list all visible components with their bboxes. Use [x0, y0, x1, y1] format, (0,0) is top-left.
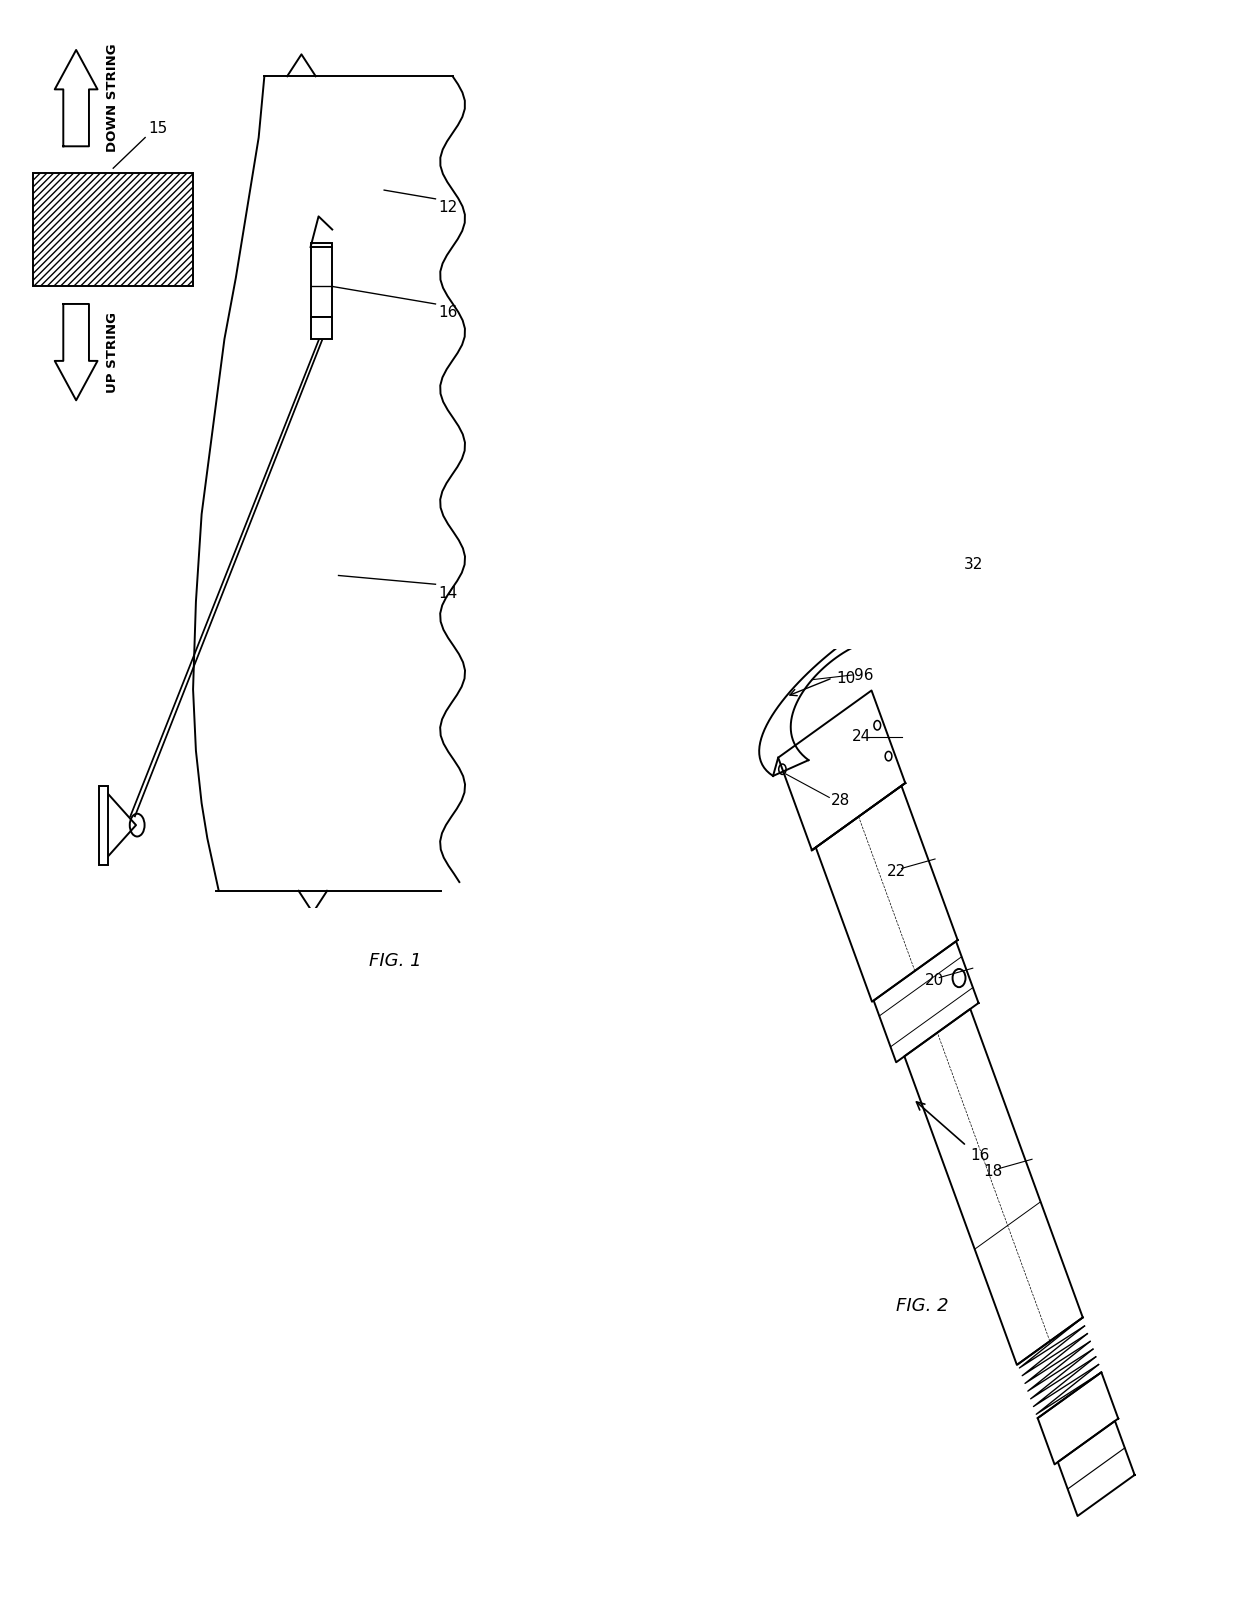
Text: 16: 16 [439, 305, 458, 320]
Text: 22: 22 [887, 865, 906, 879]
Bar [310, 318, 332, 339]
Text: 12: 12 [439, 200, 458, 216]
Bar [33, 172, 193, 287]
Text: DOWN STRING: DOWN STRING [107, 44, 119, 152]
Text: 14: 14 [439, 586, 458, 600]
Text: 28: 28 [831, 793, 849, 808]
Text: 96: 96 [853, 668, 873, 683]
Text: UP STRING: UP STRING [107, 311, 119, 393]
Text: 10: 10 [836, 670, 856, 686]
Text: 15: 15 [148, 122, 167, 136]
Text: 32: 32 [965, 556, 983, 571]
Text: FIG. 2: FIG. 2 [895, 1298, 949, 1315]
Text: 16: 16 [970, 1148, 990, 1163]
Text: 20: 20 [925, 973, 944, 988]
Text: 18: 18 [983, 1165, 1003, 1179]
Text: 24: 24 [852, 730, 872, 744]
Text: FIG. 1: FIG. 1 [370, 952, 422, 970]
Bar [310, 243, 332, 318]
Bar [99, 785, 108, 865]
